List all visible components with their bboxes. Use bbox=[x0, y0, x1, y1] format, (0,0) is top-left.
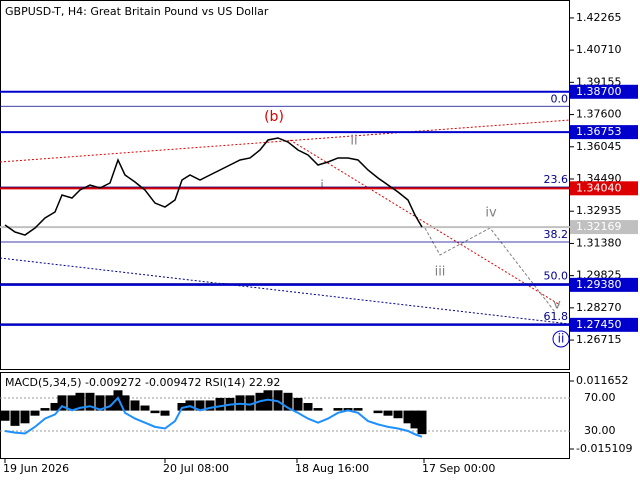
macd-bar bbox=[353, 408, 363, 411]
level-label: 1.36753 bbox=[576, 125, 622, 138]
macd-bar bbox=[40, 408, 50, 411]
level-label: 1.32169 bbox=[576, 220, 622, 233]
trend-line bbox=[289, 139, 561, 306]
fib-label: 50.0 bbox=[544, 269, 569, 282]
macd-bar bbox=[105, 395, 115, 411]
macd-bar bbox=[20, 410, 30, 424]
y-tick-label: 1.31380 bbox=[576, 236, 622, 249]
macd-bar bbox=[215, 397, 225, 411]
macd-bar bbox=[75, 392, 85, 411]
macd-bar bbox=[30, 410, 40, 416]
y-tick-label: 1.37600 bbox=[576, 108, 622, 121]
macd-bar bbox=[245, 395, 255, 411]
fib-label: 38.2 bbox=[544, 228, 569, 241]
wave-label: ii bbox=[350, 134, 357, 149]
fib-label: 61.8 bbox=[544, 310, 569, 323]
y-tick-label: 1.36045 bbox=[576, 140, 622, 153]
y-tick-label: 70.00 bbox=[584, 391, 616, 404]
macd-bar bbox=[10, 410, 20, 426]
macd-bar bbox=[303, 402, 313, 411]
macd-bar bbox=[130, 400, 140, 411]
y-tick-label: 1.40710 bbox=[576, 43, 622, 56]
level-tag bbox=[570, 277, 638, 292]
macd-bar bbox=[205, 400, 215, 411]
rsi-line bbox=[4, 396, 423, 438]
wave-label: iv bbox=[485, 206, 497, 221]
level-label: 1.34040 bbox=[576, 181, 622, 194]
macd-bar bbox=[313, 408, 323, 411]
macd-bar bbox=[333, 408, 343, 411]
macd-bar bbox=[85, 392, 95, 411]
macd-bar bbox=[160, 410, 170, 416]
macd-bar bbox=[393, 410, 403, 419]
fib-label: 23.6 bbox=[544, 173, 569, 186]
macd-bar bbox=[150, 410, 160, 414]
x-tick-label: 20 Jul 08:00 bbox=[163, 462, 229, 475]
level-label: 1.29380 bbox=[576, 278, 622, 291]
level-label: 1.38700 bbox=[576, 85, 622, 98]
chart-title: GBPUSD-T, H4: Great Britain Pound vs US … bbox=[5, 5, 269, 18]
wave-label: ii bbox=[558, 332, 565, 346]
macd-bar bbox=[0, 410, 10, 421]
wave-label: (b) bbox=[264, 109, 284, 125]
macd-bar bbox=[140, 405, 150, 411]
y-tick-label: 0.011652 bbox=[576, 374, 629, 387]
y-tick-label: 1.32935 bbox=[576, 204, 622, 217]
x-tick-label: 17 Sep 00:00 bbox=[422, 462, 495, 475]
macd-bar bbox=[177, 402, 187, 411]
fib-label: 0.0 bbox=[551, 92, 569, 105]
level-label: 1.27450 bbox=[576, 318, 622, 331]
macd-bar bbox=[95, 395, 105, 411]
wave-label: v bbox=[553, 298, 561, 313]
indicator-title: MACD(5,34,5) -0.009272 -0.009472 RSI(14)… bbox=[5, 376, 280, 389]
projection bbox=[424, 227, 556, 313]
macd-bar bbox=[283, 392, 293, 411]
macd-bar bbox=[403, 410, 413, 424]
wave-label: iii bbox=[435, 265, 446, 280]
macd-bar bbox=[417, 410, 427, 435]
level-tag bbox=[570, 125, 638, 140]
y-tick-label: 1.28270 bbox=[576, 301, 622, 314]
level-tag bbox=[570, 220, 638, 235]
macd-bar bbox=[120, 395, 130, 411]
y-tick-label: 30.00 bbox=[584, 424, 616, 437]
macd-bar bbox=[113, 390, 123, 411]
y-tick-label: -0.015109 bbox=[576, 442, 632, 455]
y-tick-label: 1.26715 bbox=[576, 333, 622, 346]
macd-bar bbox=[383, 410, 393, 416]
wave-circle bbox=[552, 330, 570, 348]
x-tick-label: 19 Jun 2026 bbox=[3, 462, 69, 475]
main-frame bbox=[0, 0, 570, 370]
price-line bbox=[4, 137, 423, 236]
macd-bar bbox=[195, 400, 205, 411]
x-tick-label: 18 Aug 16:00 bbox=[295, 462, 369, 475]
wave-label: i bbox=[320, 179, 324, 194]
macd-bar bbox=[373, 410, 383, 414]
macd-bar bbox=[293, 397, 303, 411]
macd-bar bbox=[67, 395, 77, 411]
macd-bar bbox=[57, 395, 67, 411]
level-tag bbox=[570, 84, 638, 99]
macd-bar bbox=[50, 402, 60, 411]
y-tick-label: 1.42265 bbox=[576, 11, 622, 24]
macd-bar bbox=[410, 410, 420, 429]
level-tag bbox=[570, 181, 638, 196]
level-tag bbox=[570, 317, 638, 332]
